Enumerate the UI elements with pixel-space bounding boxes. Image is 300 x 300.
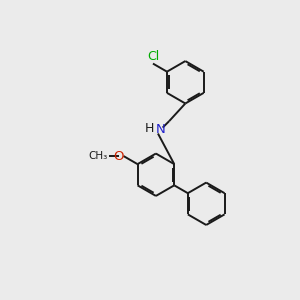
Text: CH₃: CH₃ bbox=[88, 151, 108, 161]
Text: Cl: Cl bbox=[147, 50, 159, 63]
Text: O: O bbox=[114, 149, 124, 163]
Text: N: N bbox=[155, 124, 165, 136]
Text: H: H bbox=[144, 122, 154, 135]
